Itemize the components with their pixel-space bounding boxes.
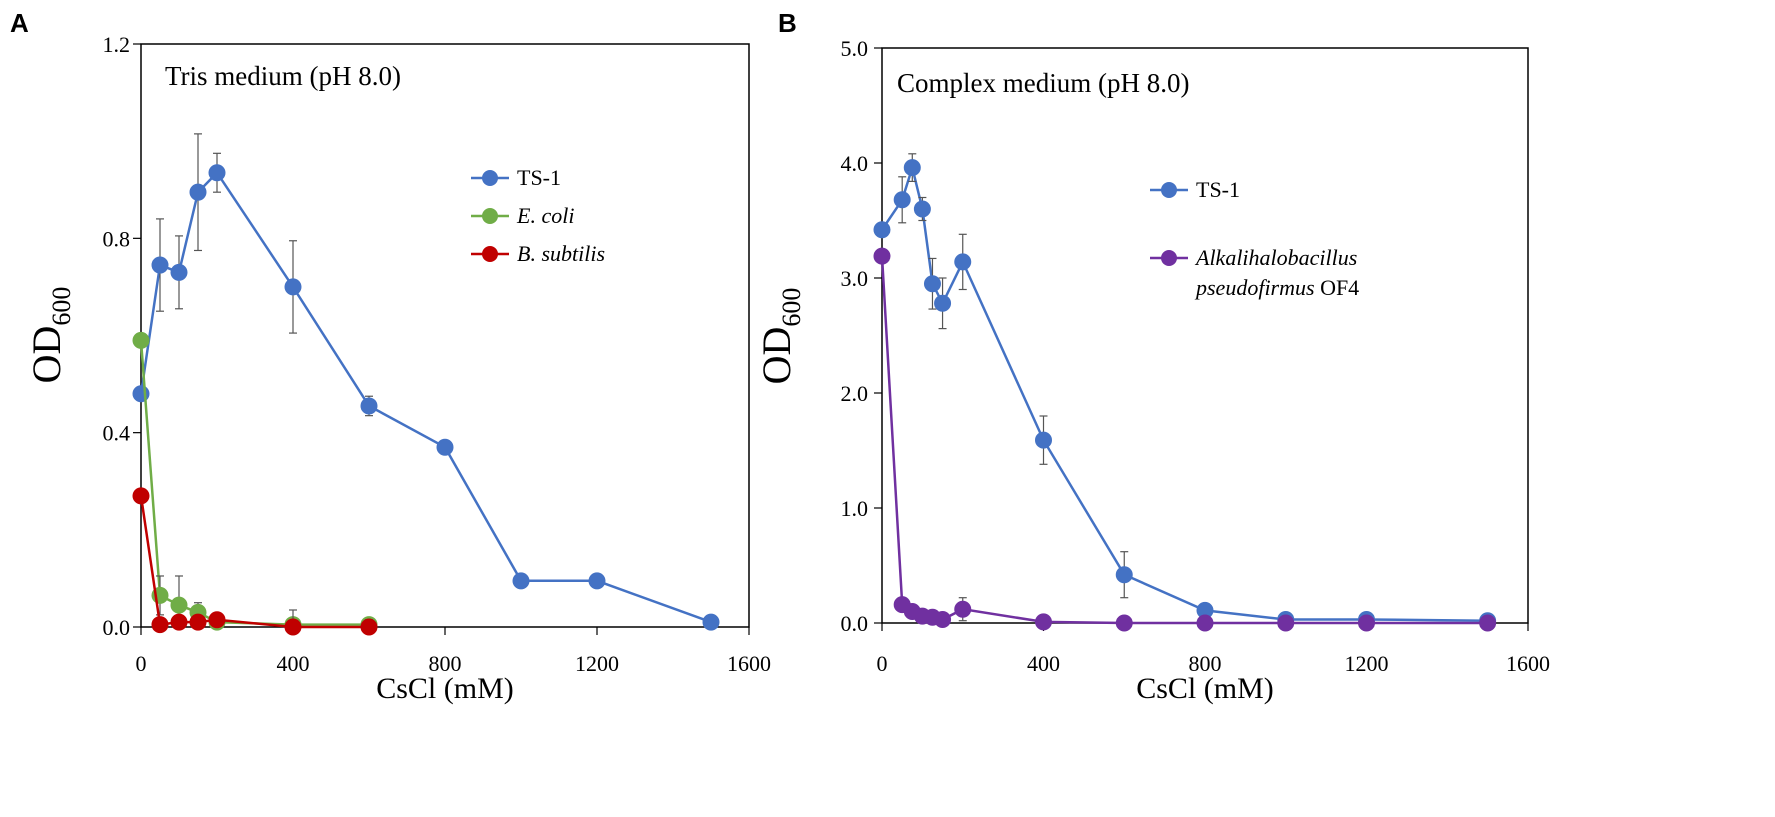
legend-label: B. subtilis: [517, 241, 605, 266]
series-2-point: [132, 331, 150, 349]
panel-b-ticks: 0.0 1.0 2.0 3.0 4.0 5.0 0 400 800 1200 1600: [841, 36, 1551, 676]
legend-label: TS-1: [517, 165, 561, 190]
panel-b-plot-frame: [881, 47, 1529, 624]
panel-b-title: Complex medium (pH 8.0): [897, 68, 1189, 98]
panel-a-title: Tris medium (pH 8.0): [165, 61, 401, 91]
y-tick-label: 5.0: [841, 36, 869, 61]
series-2-point: [1115, 614, 1133, 632]
series-1-point: [360, 397, 378, 415]
series-1-point: [588, 572, 606, 590]
panel-a-plot-frame: [140, 43, 750, 628]
series-2-point: [954, 600, 972, 618]
series-1-point: [1035, 431, 1052, 449]
series-2-point: [1196, 614, 1214, 632]
series-3-point: [170, 613, 188, 631]
legend-marker: [482, 246, 498, 262]
series-1-line: [880, 162, 1488, 622]
legend-label: TS-1: [1196, 177, 1240, 202]
series-2-point: [1277, 614, 1295, 632]
legend-marker: [1161, 250, 1177, 266]
series-1-point: [151, 256, 169, 274]
panel-b: B Complex medium (pH 8.0) CsCl (mM) OD60…: [754, 8, 1550, 705]
legend-label: pseudofirmus OF4: [1194, 275, 1359, 300]
series-2-line: [139, 340, 369, 626]
x-tick-label: 400: [1027, 651, 1060, 676]
series-1-point: [954, 253, 972, 271]
x-tick-label: 1600: [727, 651, 771, 676]
legend-label: E. coli: [516, 203, 574, 228]
series-1-point: [284, 278, 302, 296]
series-1-point: [913, 200, 931, 218]
series-2-point: [873, 247, 891, 265]
series-2-point: [1358, 614, 1375, 632]
y-tick-label: 1.0: [841, 496, 869, 521]
legend-marker: [482, 170, 498, 186]
panel-b-y-axis-title: OD600: [754, 288, 806, 385]
y-tick-label: 0.8: [103, 226, 131, 251]
series-3-point: [360, 618, 378, 636]
series-2-line: [880, 256, 1488, 625]
series-3-point: [208, 611, 226, 629]
series-1-point: [208, 164, 226, 182]
panel-a-x-axis-title: CsCl (mM): [376, 672, 514, 705]
series-3-point: [151, 616, 169, 634]
legend-label: Alkalihalobacillus: [1194, 245, 1357, 270]
x-tick-label: 0: [877, 651, 888, 676]
series-2-point: [1035, 613, 1052, 631]
panel-a-data: [132, 133, 720, 636]
series-2-point: [1479, 614, 1497, 632]
panel-b-letter: B: [778, 8, 797, 38]
series-2-point: [934, 611, 952, 629]
series-1-point: [903, 159, 921, 177]
series-1-point: [189, 183, 207, 201]
panel-b-legend: TS-1 Alkalihalobacillus pseudofirmus OF4: [1150, 177, 1359, 300]
x-tick-label: 400: [277, 651, 310, 676]
panel-a-letter: A: [10, 8, 29, 38]
series-1-point: [1115, 566, 1133, 584]
y-tick-label: 0.0: [841, 611, 869, 636]
y-tick-label: 0.0: [103, 615, 131, 640]
series-1-point: [170, 263, 188, 281]
panel-a-legend: TS-1 E. coli B. subtilis: [471, 165, 605, 266]
series-3-point: [284, 618, 302, 636]
legend-marker: [1161, 182, 1177, 198]
y-tick-label: 0.4: [103, 421, 131, 446]
series-1-point: [934, 294, 952, 312]
x-tick-label: 800: [429, 651, 462, 676]
series-1-point: [512, 572, 530, 590]
legend-marker: [482, 208, 498, 224]
panel-b-x-axis-title: CsCl (mM): [1136, 672, 1274, 705]
x-tick-label: 1200: [575, 651, 619, 676]
series-1-point: [702, 613, 720, 631]
series-1-point: [436, 438, 454, 456]
y-tick-label: 3.0: [841, 266, 869, 291]
series-3-point: [189, 613, 207, 631]
x-tick-label: 0: [136, 651, 147, 676]
x-tick-label: 1200: [1345, 651, 1389, 676]
panel-a-ticks: 0.0 0.4 0.8 1.2 0 400 800 1200 1600: [103, 32, 772, 676]
x-tick-label: 800: [1189, 651, 1222, 676]
panel-b-data: [873, 153, 1497, 632]
y-tick-label: 4.0: [841, 151, 869, 176]
series-1-point: [873, 221, 891, 239]
series-2-point: [170, 596, 188, 614]
series-3-point: [132, 487, 150, 505]
panel-a-y-axis-title: OD600: [24, 287, 76, 384]
x-tick-label: 1600: [1506, 651, 1550, 676]
series-1-line: [139, 170, 712, 624]
series-1-point: [893, 191, 911, 209]
y-tick-label: 1.2: [103, 32, 131, 57]
series-1-point: [923, 275, 941, 293]
panel-a: A Tris medium (pH 8.0) CsCl (mM) OD600 0…: [10, 8, 771, 705]
y-tick-label: 2.0: [841, 381, 869, 406]
